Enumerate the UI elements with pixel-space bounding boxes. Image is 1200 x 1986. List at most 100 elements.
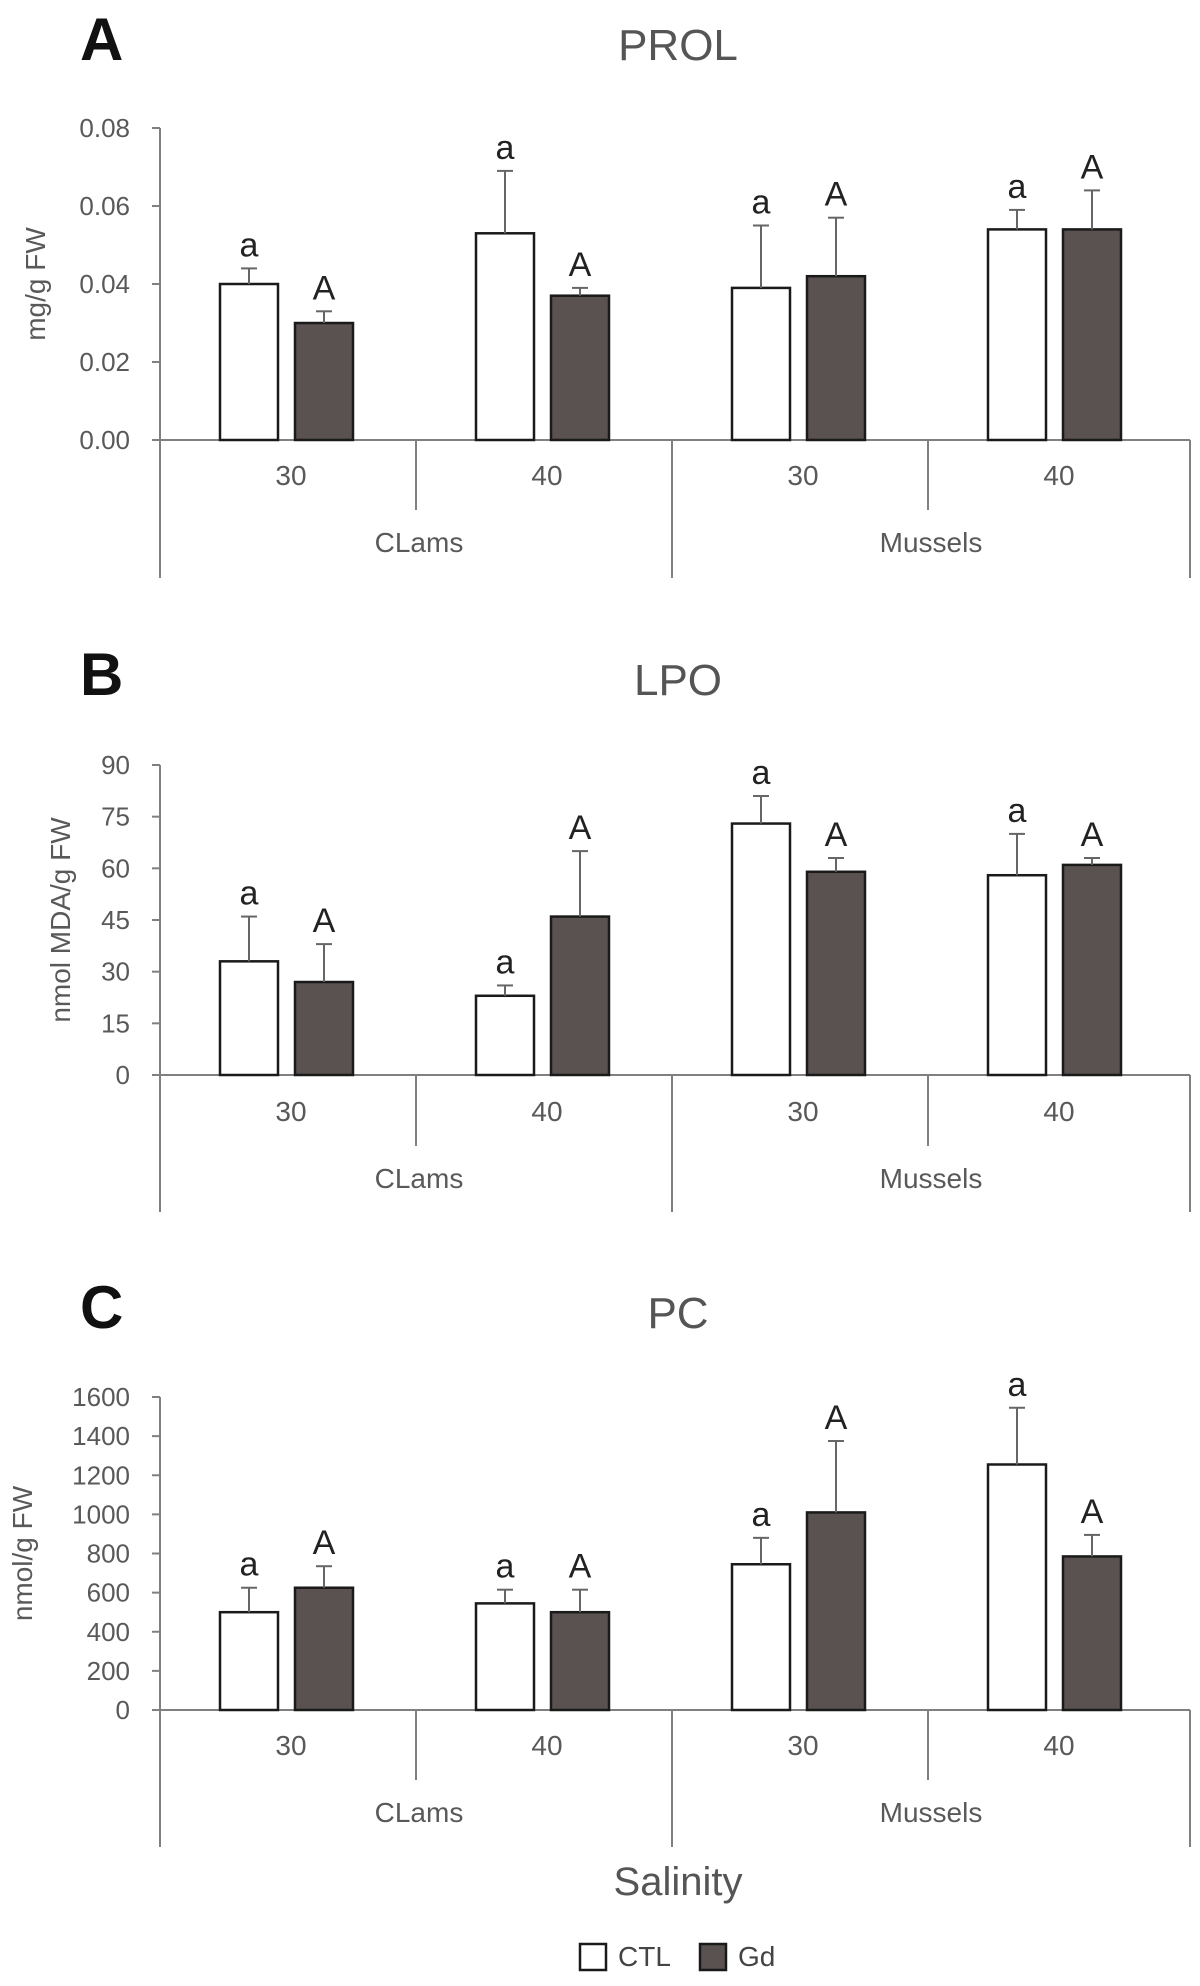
chart-title-c: PC [647,1289,708,1338]
panel-letter-b: B [80,641,123,708]
y-tick-label: 0.04 [79,269,130,299]
y-tick-label: 90 [101,750,130,780]
bar-gd [1061,1555,1123,1712]
significance-label-gd: A [569,809,592,847]
category-label: 30 [275,460,306,491]
bar-gd [293,1586,355,1712]
category-label: 30 [275,1730,306,1761]
significance-label-ctl: a [752,184,771,222]
significance-label-gd: A [569,246,592,284]
legend-swatch-gd [698,1942,728,1972]
significance-label-gd: A [825,816,848,854]
bar-gd [805,1511,867,1712]
y-axis-label: mg/g FW [20,227,51,341]
bar-ctl [474,1602,536,1712]
bar-ctl [730,822,792,1077]
y-tick-label: 0.06 [79,191,130,221]
significance-label-gd: A [825,176,848,214]
significance-label-ctl: a [752,754,771,792]
category-label: 40 [1043,460,1074,491]
significance-label-ctl: a [496,129,515,167]
significance-label-ctl: a [496,1548,515,1586]
bar-ctl [986,228,1048,442]
panel-letter-a: A [80,6,123,73]
bar-gd [293,321,355,442]
category-label: 30 [275,1096,306,1127]
category-label: 40 [531,460,562,491]
y-tick-label: 0.08 [79,113,130,143]
group-label: CLams [375,527,464,558]
group-label: CLams [375,1797,464,1828]
significance-label-ctl: a [240,226,259,264]
bar-ctl [986,873,1048,1077]
y-tick-label: 1000 [72,1499,130,1529]
significance-label-ctl: a [496,943,515,981]
significance-label-gd: A [1081,148,1104,186]
bar-gd [1061,228,1123,442]
y-tick-label: 0 [116,1695,130,1725]
significance-label-gd: A [1081,1493,1104,1531]
significance-label-ctl: a [1008,792,1027,830]
bar-ctl [474,232,536,442]
significance-label-ctl: a [240,875,259,913]
category-label: 30 [787,460,818,491]
bar-gd [1061,863,1123,1077]
y-tick-label: 0.00 [79,425,130,455]
significance-label-gd: A [313,1524,336,1562]
y-axis-label: nmol/g FW [7,1485,38,1621]
bar-gd [805,870,867,1077]
significance-label-ctl: a [240,1546,259,1584]
panel-letter-c: C [80,1274,123,1341]
bar-gd [549,294,611,442]
bar-ctl [218,1610,280,1712]
bar-gd [293,980,355,1077]
y-tick-label: 60 [101,853,130,883]
group-label: Mussels [880,1163,983,1194]
significance-label-ctl: a [1008,168,1027,206]
significance-label-ctl: a [752,1496,771,1534]
category-label: 40 [1043,1096,1074,1127]
group-label: Mussels [880,1797,983,1828]
bar-ctl [730,1563,792,1712]
significance-label-gd: A [313,269,336,307]
y-tick-label: 400 [87,1617,130,1647]
bar-gd [549,915,611,1077]
y-tick-label: 15 [101,1008,130,1038]
chart-title-b: LPO [634,656,722,705]
significance-label-gd: A [1081,816,1104,854]
category-label: 30 [787,1730,818,1761]
category-label: 30 [787,1096,818,1127]
bar-gd [805,274,867,442]
legend-label-ctl: CTL [618,1941,671,1972]
legend-swatch-ctl [578,1942,608,1972]
category-label: 40 [531,1096,562,1127]
y-tick-label: 200 [87,1656,130,1686]
significance-label-ctl: a [1008,1366,1027,1404]
group-label: Mussels [880,527,983,558]
y-tick-label: 75 [101,802,130,832]
y-tick-label: 1600 [72,1382,130,1412]
y-tick-label: 45 [101,905,130,935]
significance-label-gd: A [313,902,336,940]
legend-label-gd: Gd [738,1941,775,1972]
y-tick-label: 1400 [72,1421,130,1451]
y-tick-label: 30 [101,957,130,987]
x-axis-title: Salinity [614,1860,743,1904]
y-tick-label: 1200 [72,1460,130,1490]
y-tick-label: 0.02 [79,347,130,377]
significance-label-gd: A [825,1399,848,1437]
chart-title-a: PROL [618,21,738,70]
significance-label-gd: A [569,1548,592,1586]
group-label: CLams [375,1163,464,1194]
bar-ctl [218,960,280,1077]
category-label: 40 [1043,1730,1074,1761]
bar-ctl [986,1463,1048,1712]
category-label: 40 [531,1730,562,1761]
bar-ctl [474,994,536,1077]
y-axis-label: nmol MDA/g FW [45,817,76,1023]
bar-ctl [730,286,792,442]
y-tick-label: 800 [87,1539,130,1569]
bar-ctl [218,282,280,442]
bar-gd [549,1610,611,1712]
